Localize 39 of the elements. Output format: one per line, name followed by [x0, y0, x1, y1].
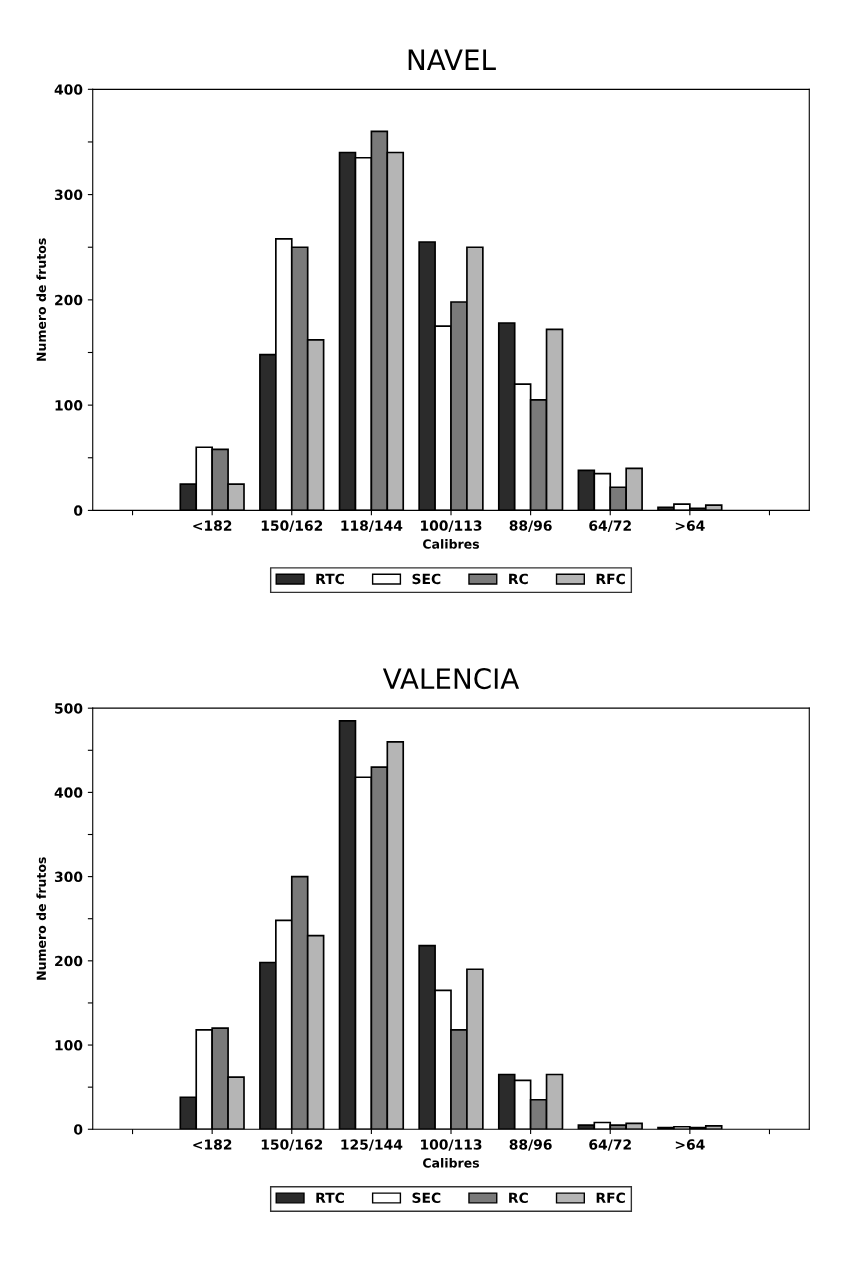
x-axis-title: Calibres: [423, 539, 480, 549]
x-tick-label: 150/162: [261, 520, 323, 532]
legend-label: RC: [509, 1192, 528, 1204]
legend-label: RTC: [316, 1192, 344, 1204]
legend-label: RFC: [596, 573, 625, 585]
y-axis-title: Numero de frutos: [36, 857, 47, 980]
x-tick-label: 100/113: [421, 1139, 482, 1151]
x-tick-label: >64: [675, 1139, 705, 1150]
y-tick-label: 100: [55, 1040, 83, 1051]
legend-label: SEC: [412, 1192, 441, 1204]
legend-label: RFC: [596, 1192, 625, 1204]
y-tick-label: 200: [55, 955, 83, 967]
x-tick-label: 100/113: [421, 520, 482, 532]
x-tick-label: <182: [193, 520, 232, 531]
y-tick-label: 200: [55, 294, 83, 306]
x-tick-label: <182: [193, 1139, 232, 1150]
legend-label: RC: [509, 573, 528, 585]
y-tick-label: 400: [54, 787, 83, 798]
x-tick-label: 64/72: [589, 520, 631, 532]
legend-label: SEC: [412, 573, 441, 585]
y-tick-label: 400: [54, 84, 83, 95]
y-tick-label: 0: [74, 1124, 83, 1135]
y-tick-label: 300: [54, 871, 83, 883]
y-axis-title: Numero de frutos: [36, 238, 47, 361]
x-tick-label: 88/96: [509, 1139, 552, 1151]
y-tick-label: 100: [55, 400, 83, 411]
x-tick-label: 88/96: [509, 520, 552, 532]
x-tick-label: >64: [675, 520, 705, 531]
chart-title: VALENCIA: [382, 668, 520, 690]
x-axis-title: Calibres: [423, 1157, 480, 1168]
y-tick-label: 500: [55, 703, 83, 714]
x-tick-label: 64/72: [589, 1139, 631, 1151]
y-tick-label: 300: [54, 189, 83, 201]
x-tick-label: 118/144: [341, 520, 403, 532]
legend-label: RTC: [316, 573, 344, 585]
x-tick-label: 150/162: [261, 1139, 323, 1151]
y-tick-label: 0: [74, 505, 83, 516]
x-tick-label: 125/144: [341, 1139, 403, 1151]
chart-title: NAVEL: [408, 49, 496, 70]
